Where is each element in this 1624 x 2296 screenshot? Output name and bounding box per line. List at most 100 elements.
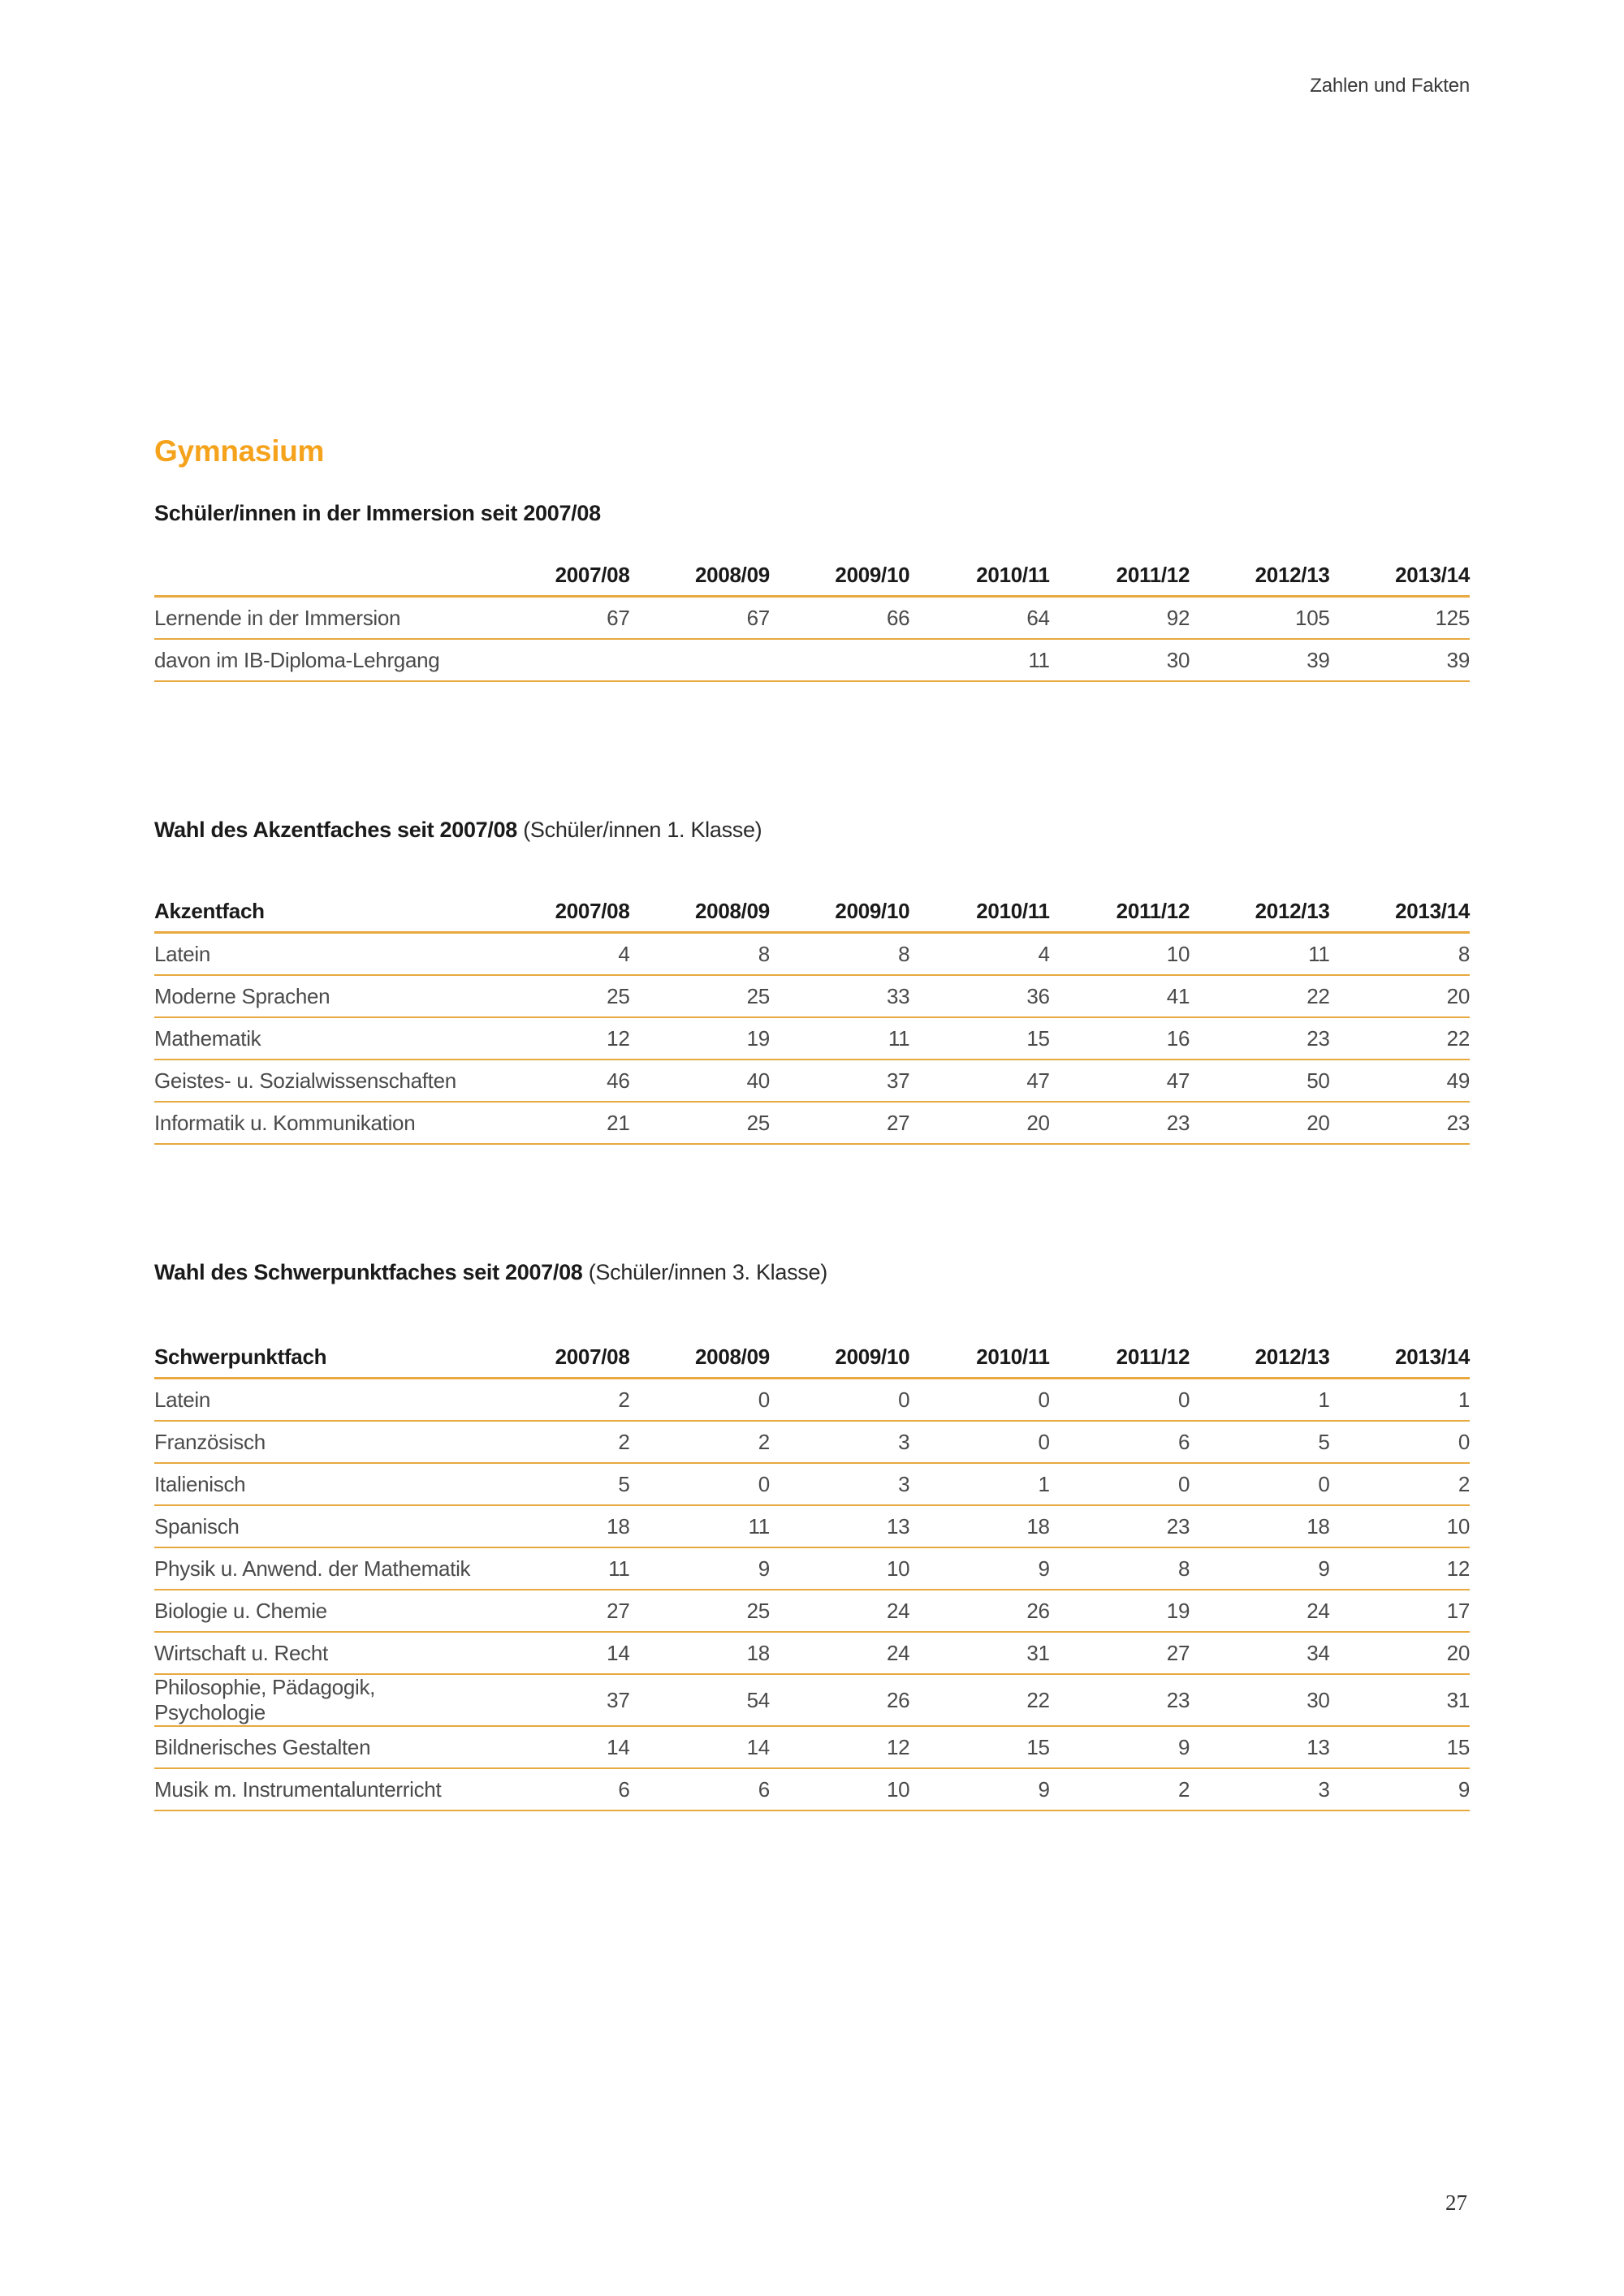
cell-value: 37 bbox=[886, 1068, 910, 1093]
cell-value: 49 bbox=[1446, 1068, 1471, 1093]
page-title: Gymnasium bbox=[154, 434, 325, 468]
row-label: Französisch bbox=[154, 1429, 266, 1454]
cell-value: 2 bbox=[758, 1429, 770, 1454]
cell-value: 24 bbox=[886, 1640, 910, 1665]
table-row: Lernende in der Immersion 67 67 66 64 92 105 12… bbox=[154, 597, 1471, 639]
cell-value: 18 bbox=[1026, 1513, 1050, 1539]
cell-value: 20 bbox=[1446, 983, 1471, 1008]
table-row: Biologie u. Chemie 27 25 24 26 19 24 17 bbox=[154, 1590, 1470, 1632]
cell-value: 19 bbox=[1166, 1598, 1190, 1623]
cell-value: 11 bbox=[1028, 647, 1050, 672]
cell-value: 20 bbox=[1026, 1110, 1050, 1135]
year-column-header: 2012/13 bbox=[1255, 1344, 1330, 1369]
cell-value: 15 bbox=[1446, 1734, 1471, 1759]
row-label: Italienisch bbox=[154, 1471, 246, 1496]
section-title: Wahl des Schwerpunktfaches seit 2007/08 … bbox=[154, 1258, 1470, 1286]
year-column-header: 2009/10 bbox=[835, 1344, 910, 1369]
cell-value bbox=[630, 639, 770, 681]
cell-value: 14 bbox=[607, 1640, 630, 1665]
immersion-table: 2007/08 2008/09 2009/10 2010/11 2011/12 … bbox=[154, 555, 1470, 682]
cell-value: 54 bbox=[746, 1687, 771, 1712]
cell-value: 0 bbox=[1038, 1429, 1050, 1454]
table-header: Akzentfach 2007/08 2008/09 2009/10 2010/… bbox=[154, 891, 1470, 933]
cell-value: 21 bbox=[607, 1110, 630, 1135]
table-row: Geistes- u. Sozialwissenschaften 46 40 37 47… bbox=[154, 1060, 1470, 1102]
cell-value: 23 bbox=[1166, 1513, 1190, 1539]
cell-value: 11 bbox=[748, 1513, 771, 1539]
cell-value: 22 bbox=[1446, 1025, 1471, 1051]
cell-value: 16 bbox=[1166, 1025, 1190, 1051]
cell-value: 27 bbox=[1166, 1640, 1190, 1665]
cell-value: 92 bbox=[1166, 605, 1190, 630]
section-immersion: Schüler/innen in der Immersion seit 2007… bbox=[154, 499, 1470, 682]
row-label: Physik u. Anwend. der Mathematik bbox=[154, 1556, 471, 1581]
label-column-header: Schwerpunktfach bbox=[154, 1344, 327, 1369]
section-title-bold: Schüler/innen in der Immersion seit 2007… bbox=[154, 501, 601, 525]
cell-value: 13 bbox=[1307, 1734, 1330, 1759]
cell-value: 6 bbox=[618, 1776, 630, 1802]
cell-value: 26 bbox=[886, 1687, 910, 1712]
cell-value: 18 bbox=[607, 1513, 630, 1539]
section-title-regular: (Schüler/innen 3. Klasse) bbox=[588, 1260, 827, 1284]
cell-value: 8 bbox=[1458, 941, 1470, 966]
row-label: Biologie u. Chemie bbox=[154, 1598, 327, 1623]
cell-value: 10 bbox=[886, 1556, 910, 1581]
year-column-header: 2012/13 bbox=[1255, 562, 1330, 587]
row-label: Geistes- u. Sozialwissenschaften bbox=[154, 1068, 456, 1093]
cell-value: 25 bbox=[746, 1598, 771, 1623]
cell-value: 125 bbox=[1435, 605, 1471, 630]
cell-value: 26 bbox=[1026, 1598, 1050, 1623]
cell-value: 9 bbox=[1318, 1556, 1330, 1581]
cell-value: 13 bbox=[886, 1513, 910, 1539]
cell-value: 24 bbox=[886, 1598, 910, 1623]
table-header: Schwerpunktfach 2007/08 2008/09 2009/10 … bbox=[154, 1336, 1470, 1379]
cell-value: 0 bbox=[1038, 1387, 1050, 1412]
table-header-row: 2007/08 2008/09 2009/10 2010/11 2011/12 … bbox=[154, 555, 1470, 597]
cell-value: 11 bbox=[888, 1025, 910, 1051]
year-column-header: 2008/09 bbox=[695, 898, 770, 923]
cell-value: 9 bbox=[1038, 1556, 1050, 1581]
cell-value: 36 bbox=[1026, 983, 1050, 1008]
cell-value: 9 bbox=[758, 1556, 770, 1581]
cell-value: 1 bbox=[1038, 1471, 1050, 1496]
row-label: davon im IB-Diploma-Lehrgang bbox=[154, 647, 440, 672]
cell-value: 3 bbox=[1318, 1776, 1330, 1802]
year-column-header: 2013/14 bbox=[1395, 898, 1470, 923]
cell-value: 17 bbox=[1446, 1598, 1471, 1623]
row-label: Informatik u. Kommunikation bbox=[154, 1110, 416, 1135]
table-row: Latein 2 0 0 0 0 1 1 bbox=[154, 1379, 1470, 1421]
cell-value: 6 bbox=[758, 1776, 770, 1802]
year-column-header: 2013/14 bbox=[1395, 1344, 1470, 1369]
cell-value: 31 bbox=[1026, 1640, 1050, 1665]
section-schwerpunktfach: Wahl des Schwerpunktfaches seit 2007/08 … bbox=[154, 1258, 1470, 1811]
cell-value: 30 bbox=[1166, 647, 1190, 672]
row-label: Latein bbox=[154, 1387, 211, 1412]
cell-value: 3 bbox=[898, 1471, 910, 1496]
cell-value: 9 bbox=[1458, 1776, 1470, 1802]
cell-value: 23 bbox=[1166, 1110, 1190, 1135]
label-column-header bbox=[154, 555, 490, 597]
row-label: Lernende in der Immersion bbox=[154, 605, 401, 630]
year-column-header: 2007/08 bbox=[555, 562, 630, 587]
table-header: 2007/08 2008/09 2009/10 2010/11 2011/12 … bbox=[154, 555, 1470, 597]
cell-value: 9 bbox=[1038, 1776, 1050, 1802]
cell-value: 31 bbox=[1446, 1687, 1471, 1712]
table-row: Philosophie, Pädagogik, Psychologie 37 54 2… bbox=[154, 1674, 1470, 1726]
cell-value: 8 bbox=[1177, 1556, 1190, 1581]
cell-value: 11 bbox=[1308, 941, 1330, 966]
year-column-header: 2011/12 bbox=[1116, 898, 1190, 923]
cell-value: 10 bbox=[1166, 941, 1190, 966]
cell-value: 33 bbox=[886, 983, 910, 1008]
cell-value: 15 bbox=[1026, 1025, 1050, 1051]
cell-value: 41 bbox=[1166, 983, 1190, 1008]
row-label: Musik m. Instrumentalunterricht bbox=[154, 1776, 442, 1802]
cell-value: 24 bbox=[1307, 1598, 1330, 1623]
cell-value: 67 bbox=[607, 605, 630, 630]
year-column-header: 2013/14 bbox=[1395, 562, 1470, 587]
cell-value: 30 bbox=[1307, 1687, 1330, 1712]
cell-value: 5 bbox=[618, 1471, 630, 1496]
cell-value: 0 bbox=[758, 1387, 770, 1412]
akzentfach-table: Akzentfach 2007/08 2008/09 2009/10 2010/… bbox=[154, 891, 1470, 1145]
year-column-header: 2008/09 bbox=[695, 562, 770, 587]
table-body: Lernende in der Immersion 67 67 66 64 92 105 12… bbox=[154, 597, 1471, 681]
